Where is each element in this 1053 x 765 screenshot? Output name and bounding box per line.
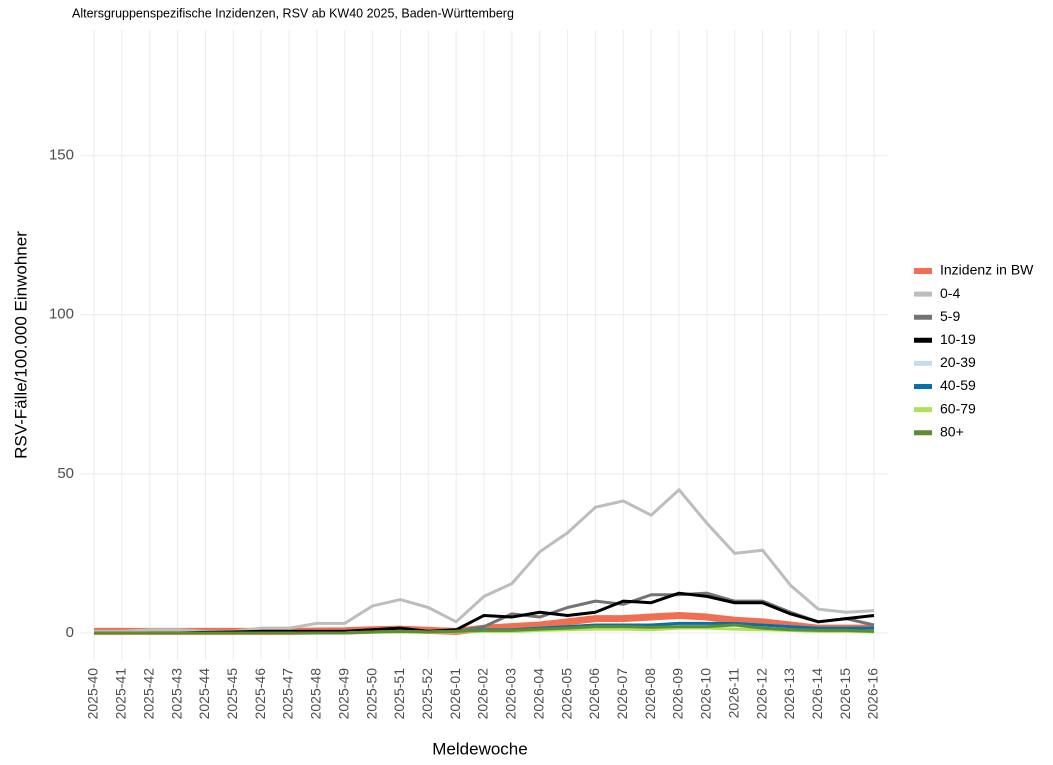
x-tick-label: 2026-09 xyxy=(670,668,686,720)
x-tick-label: 2025-44 xyxy=(196,668,212,720)
x-tick-label: 2025-45 xyxy=(224,668,240,720)
x-tick-label: 2026-11 xyxy=(725,668,741,719)
x-tick-label: 2026-13 xyxy=(781,668,797,720)
chart-title: Altersgruppenspezifische Inzidenzen, RSV… xyxy=(72,6,514,20)
x-tick-label: 2026-03 xyxy=(503,668,519,720)
x-axis-label: Meldewoche xyxy=(432,739,527,758)
x-tick-label: 2025-47 xyxy=(280,668,296,720)
legend-label: 80+ xyxy=(940,423,964,439)
x-tick-label: 2026-12 xyxy=(753,668,769,720)
x-tick-label: 2026-04 xyxy=(530,668,546,720)
legend-label: 0-4 xyxy=(940,285,960,301)
x-tick-label: 2025-40 xyxy=(85,668,101,720)
x-tick-label: 2026-02 xyxy=(475,668,491,720)
legend-label: 5-9 xyxy=(940,308,960,324)
legend-label: Inzidenz in BW xyxy=(940,262,1034,278)
x-tick-label: 2026-10 xyxy=(698,668,714,720)
x-tick-label: 2025-51 xyxy=(391,668,407,720)
x-tick-label: 2026-16 xyxy=(865,668,881,720)
y-tick-label: 50 xyxy=(57,465,74,482)
x-tick-label: 2026-01 xyxy=(447,668,463,720)
x-tick-label: 2025-48 xyxy=(308,668,324,720)
x-tick-label: 2025-42 xyxy=(140,668,156,720)
x-tick-label: 2025-41 xyxy=(113,668,129,720)
x-tick-label: 2025-46 xyxy=(252,668,268,720)
x-tick-label: 2026-14 xyxy=(809,668,825,720)
y-tick-label: 150 xyxy=(49,147,74,164)
x-tick-label: 2026-08 xyxy=(642,668,658,720)
x-tick-label: 2025-52 xyxy=(419,668,435,720)
series-line xyxy=(94,623,875,635)
x-tick-label: 2026-05 xyxy=(558,668,574,720)
legend-label: 20-39 xyxy=(940,354,976,370)
legend-label: 40-59 xyxy=(940,377,976,393)
y-tick-label: 0 xyxy=(66,624,74,641)
x-tick-label: 2026-15 xyxy=(837,668,853,720)
legend-label: 10-19 xyxy=(940,331,976,347)
x-tick-label: 2025-49 xyxy=(335,668,351,720)
y-axis-label: RSV-Fälle/100.000 Einwohner xyxy=(11,231,30,459)
x-tick-label: 2026-07 xyxy=(614,668,630,720)
y-tick-label: 100 xyxy=(49,306,74,323)
x-tick-label: 2025-50 xyxy=(363,668,379,720)
x-tick-label: 2025-43 xyxy=(168,668,184,720)
x-tick-label: 2026-06 xyxy=(586,668,602,720)
legend-label: 60-79 xyxy=(940,400,976,416)
